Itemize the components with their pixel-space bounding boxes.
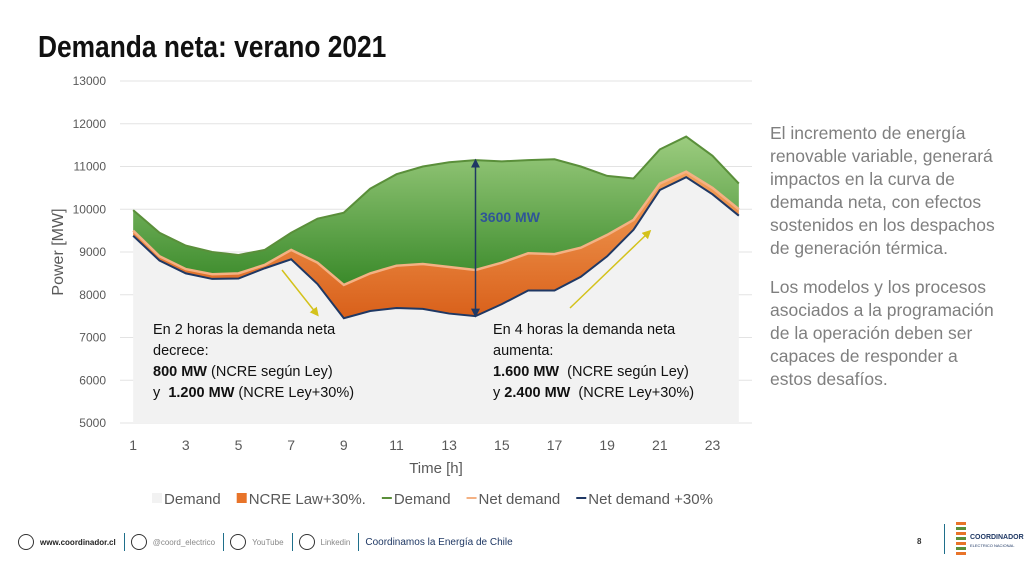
y-tick-label: 6000 <box>79 373 106 387</box>
x-tick-label: 9 <box>340 437 348 453</box>
brand: COORDINADOR <box>970 534 1024 541</box>
x-tick-label: 23 <box>705 437 721 453</box>
annotation-run: y <box>153 385 168 401</box>
twitter: @coord_electrico <box>152 537 216 547</box>
web-icon <box>18 534 34 550</box>
separator <box>123 533 125 551</box>
separator <box>291 533 293 551</box>
y-tick-label: 5000 <box>79 416 106 430</box>
x-tick-label: 3 <box>182 437 190 453</box>
annotation-run: aumenta: <box>493 343 553 359</box>
slogan: Coordinamos la Energía de Chile <box>365 536 513 548</box>
line <box>132 170 740 287</box>
youtube: YouTube <box>252 537 284 547</box>
annotation-run: (NCRE según Ley) <box>207 364 333 380</box>
decrease-arrow <box>281 269 319 317</box>
annotation: decrece: <box>153 343 209 359</box>
x-tick-label: 7 <box>287 437 295 453</box>
y-tick-label: 8000 <box>79 288 106 302</box>
page-number: 8 <box>917 537 922 546</box>
legend-swatch <box>152 493 162 503</box>
y-axis-label: Power [MW] <box>50 208 67 295</box>
y-tick-label: 11000 <box>74 160 107 174</box>
chart: 5000 6000 7000 8000 9000 10000 11000 12000 13000… <box>50 74 752 508</box>
twitter-icon <box>130 534 147 550</box>
x-tick-label: 13 <box>441 437 457 453</box>
logo-mark <box>956 522 966 556</box>
increase-arrow <box>569 229 652 309</box>
y-tick-label: 10000 <box>73 202 107 216</box>
annotation-run: decrece: <box>153 343 209 359</box>
separator <box>223 533 225 551</box>
separator <box>358 533 360 551</box>
y-tick-label: 9000 <box>79 245 106 259</box>
annotation: y 1.200 MW (NCRE Ley+30%) <box>153 385 354 401</box>
legend-label: NCRE Law+30%. <box>249 491 366 508</box>
x-tick-label: 15 <box>494 437 510 453</box>
annotation-run: 1.600 MW <box>493 364 559 380</box>
annotation-run: (NCRE Ley+30%) <box>234 385 354 401</box>
side-text: El incremento de energía renovable varia… <box>770 122 1002 407</box>
youtube-icon <box>230 534 247 550</box>
x-tick-label: 19 <box>599 437 615 453</box>
annotation-run: En 4 horas la demanda neta <box>493 322 676 338</box>
x-tick-label: 11 <box>389 437 404 453</box>
legend-label: Demand <box>164 491 221 508</box>
x-tick-label: 21 <box>652 437 668 453</box>
demand-fill <box>133 136 739 285</box>
annotation-run: (NCRE según Ley) <box>559 364 689 380</box>
line <box>132 135 740 257</box>
annotation: 1.600 MW (NCRE según Ley) <box>493 364 689 380</box>
annotation: aumenta: <box>493 343 553 359</box>
paragraph: El incremento de energía renovable varia… <box>770 123 995 258</box>
y-tick-label: 13000 <box>73 74 107 88</box>
annotation-run: En 2 horas la demanda neta <box>153 322 336 338</box>
slide-title: Demanda neta: verano 2021 <box>38 30 386 64</box>
x-tick-label: 1 <box>129 437 137 453</box>
legend-swatch <box>236 493 247 503</box>
legend-label: Demand <box>394 491 451 508</box>
annotation-run: (NCRE Ley+30%) <box>570 385 694 401</box>
separator <box>944 524 945 554</box>
website: www.coordinador.cl <box>40 537 116 547</box>
y-tick-label: 7000 <box>79 331 106 345</box>
brand-sub: ELECTRICO NACIONAL <box>970 543 1015 548</box>
paragraph: Los modelos y los procesos asociados a l… <box>770 277 994 389</box>
linkedin-icon <box>298 534 315 550</box>
annotation-run: y <box>493 385 504 401</box>
annotation: 3600 MW <box>480 209 541 225</box>
annotation: En 2 horas la demanda neta <box>153 322 336 338</box>
line <box>132 176 740 320</box>
x-axis-label: Time [h] <box>409 460 463 477</box>
annotation: En 4 horas la demanda neta <box>493 322 676 338</box>
annotation-run: 2.400 MW <box>504 385 570 401</box>
linkedin: Linkedin <box>320 537 351 547</box>
legend-label: Net demand <box>479 491 561 508</box>
annotation-run: 1.200 MW <box>168 385 234 401</box>
annotation-run: 800 MW <box>153 364 207 380</box>
annotation: y 2.400 MW (NCRE Ley+30%) <box>493 385 694 401</box>
annotation: 800 MW (NCRE según Ley) <box>153 364 333 380</box>
y-tick-label: 12000 <box>73 117 107 131</box>
footer: www.coordinador.cl @coord_electrico YouT… <box>18 532 519 552</box>
legend-label: Net demand +30% <box>588 491 713 508</box>
x-tick-label: 5 <box>235 437 243 453</box>
x-tick-label: 17 <box>547 437 563 453</box>
area <box>133 177 739 423</box>
